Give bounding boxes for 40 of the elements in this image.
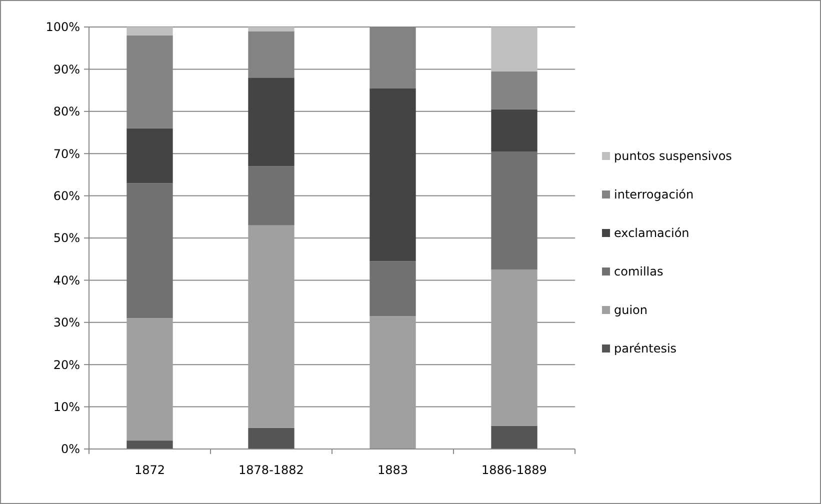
legend-label: paréntesis bbox=[614, 342, 677, 356]
bar bbox=[248, 166, 294, 226]
bar bbox=[126, 440, 173, 449]
y-tick-label: 20% bbox=[53, 358, 80, 372]
y-tick-label: 40% bbox=[53, 273, 80, 288]
bar bbox=[126, 27, 173, 36]
legend-label: comillas bbox=[614, 264, 664, 279]
bar bbox=[491, 71, 538, 110]
x-tick-label: 1878-1882 bbox=[238, 463, 304, 477]
legend-label: puntos suspensivos bbox=[614, 149, 732, 164]
bar bbox=[248, 78, 294, 166]
x-tick-label: 1872 bbox=[134, 463, 166, 477]
y-tick-label: 30% bbox=[53, 316, 80, 330]
y-tick-label: 80% bbox=[53, 104, 80, 119]
bar bbox=[248, 27, 294, 32]
bar bbox=[491, 27, 538, 72]
x-tick-label: 1883 bbox=[377, 463, 408, 477]
bar bbox=[248, 428, 294, 449]
bar bbox=[126, 128, 173, 184]
bar bbox=[491, 426, 538, 449]
bar bbox=[491, 109, 538, 152]
bar bbox=[370, 316, 416, 449]
y-tick-label: 60% bbox=[53, 189, 80, 203]
y-tick-label: 90% bbox=[53, 62, 80, 76]
x-tick-label: 1886-1889 bbox=[482, 463, 547, 477]
bar bbox=[370, 261, 416, 316]
bar bbox=[126, 318, 173, 441]
bar bbox=[491, 270, 538, 426]
y-tick-label: 0% bbox=[60, 442, 80, 456]
legend-label: interrogación bbox=[614, 188, 694, 202]
legend-label: guion bbox=[614, 303, 648, 318]
y-tick-label: 10% bbox=[53, 400, 80, 414]
bar bbox=[491, 151, 538, 270]
y-tick-label: 50% bbox=[53, 231, 80, 246]
y-tick-label: 70% bbox=[53, 146, 80, 161]
y-tick-label: 100% bbox=[46, 20, 80, 34]
legend-label: exclamación bbox=[614, 226, 690, 240]
bar bbox=[248, 225, 294, 428]
bar bbox=[370, 88, 416, 262]
bar bbox=[126, 183, 173, 318]
